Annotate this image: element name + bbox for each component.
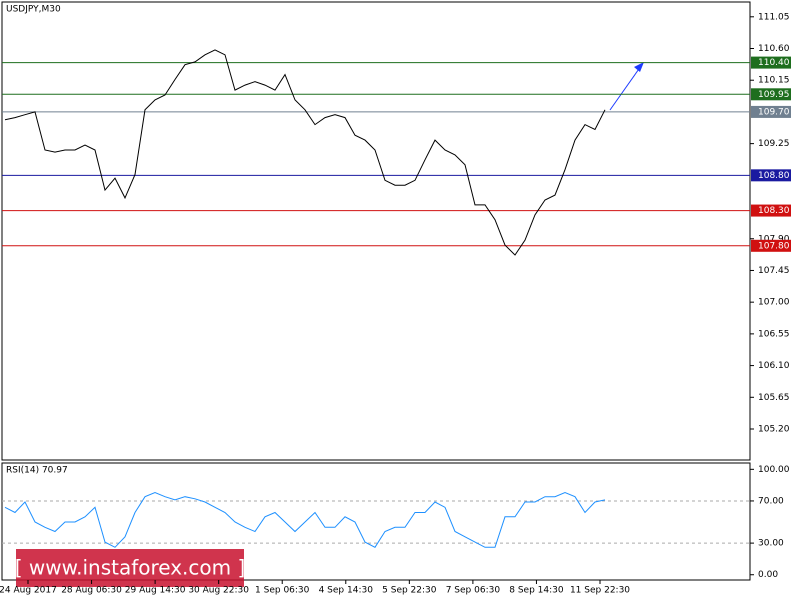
level-label: 107.80 [758, 241, 790, 251]
y-tick-label: 107.90 [758, 234, 790, 244]
y-tick-label: 106.55 [758, 329, 790, 339]
x-tick-label: 28 Aug 06:30 [61, 586, 122, 596]
x-tick-label: 7 Sep 06:30 [446, 586, 501, 596]
x-tick-label: 1 Sep 06:30 [255, 586, 310, 596]
forecast-arrow [609, 65, 642, 111]
y-tick-label: 109.25 [758, 139, 790, 149]
x-tick-label: 24 Aug 2017 [0, 586, 57, 596]
arrow-head [634, 62, 644, 72]
y-tick-label: 105.65 [758, 393, 790, 403]
y-tick-label: 70.00 [758, 496, 784, 506]
y-tick-label: 106.10 [758, 361, 790, 371]
level-box [751, 88, 791, 101]
level-label: 109.70 [758, 107, 790, 117]
level-label: 108.30 [758, 206, 790, 216]
x-tick-label: 8 Sep 14:30 [509, 586, 564, 596]
series-line [4, 49, 606, 256]
x-tick-label: 11 Sep 22:30 [570, 586, 630, 596]
level-box [751, 169, 791, 182]
y-tick-label: 0.00 [758, 570, 778, 580]
level-label: 108.80 [758, 171, 790, 181]
x-tick-label: 29 Aug 14:30 [125, 586, 186, 596]
watermark-bg [16, 549, 244, 587]
y-tick-label: 107.45 [758, 266, 790, 276]
price-panel [1, 1, 751, 461]
level-label: 110.40 [758, 58, 790, 68]
y-tick-label: 110.60 [758, 44, 790, 54]
x-tick-label: 4 Sep 14:30 [319, 586, 374, 596]
level-box [751, 239, 791, 252]
watermark: [ www.instaforex.com ] [15, 556, 246, 580]
y-tick-label: 111.05 [758, 12, 790, 22]
rsi-panel [1, 462, 751, 581]
y-tick-label: 30.00 [758, 539, 784, 549]
x-tick-label: 5 Sep 22:30 [382, 586, 437, 596]
y-tick-label: 105.20 [758, 424, 790, 434]
x-tick-label: 30 Aug 22:30 [188, 586, 249, 596]
y-tick-label: 110.15 [758, 76, 790, 86]
chart-title: USDJPY,M30 [6, 5, 61, 15]
y-tick-label: 107.00 [758, 298, 790, 308]
y-tick-label: 100.00 [758, 465, 790, 475]
series-line [4, 491, 606, 548]
level-label: 109.95 [758, 90, 790, 100]
rsi-title: RSI(14) 70.97 [6, 466, 68, 476]
level-box [751, 105, 791, 118]
level-box [751, 56, 791, 69]
level-box [751, 204, 791, 217]
